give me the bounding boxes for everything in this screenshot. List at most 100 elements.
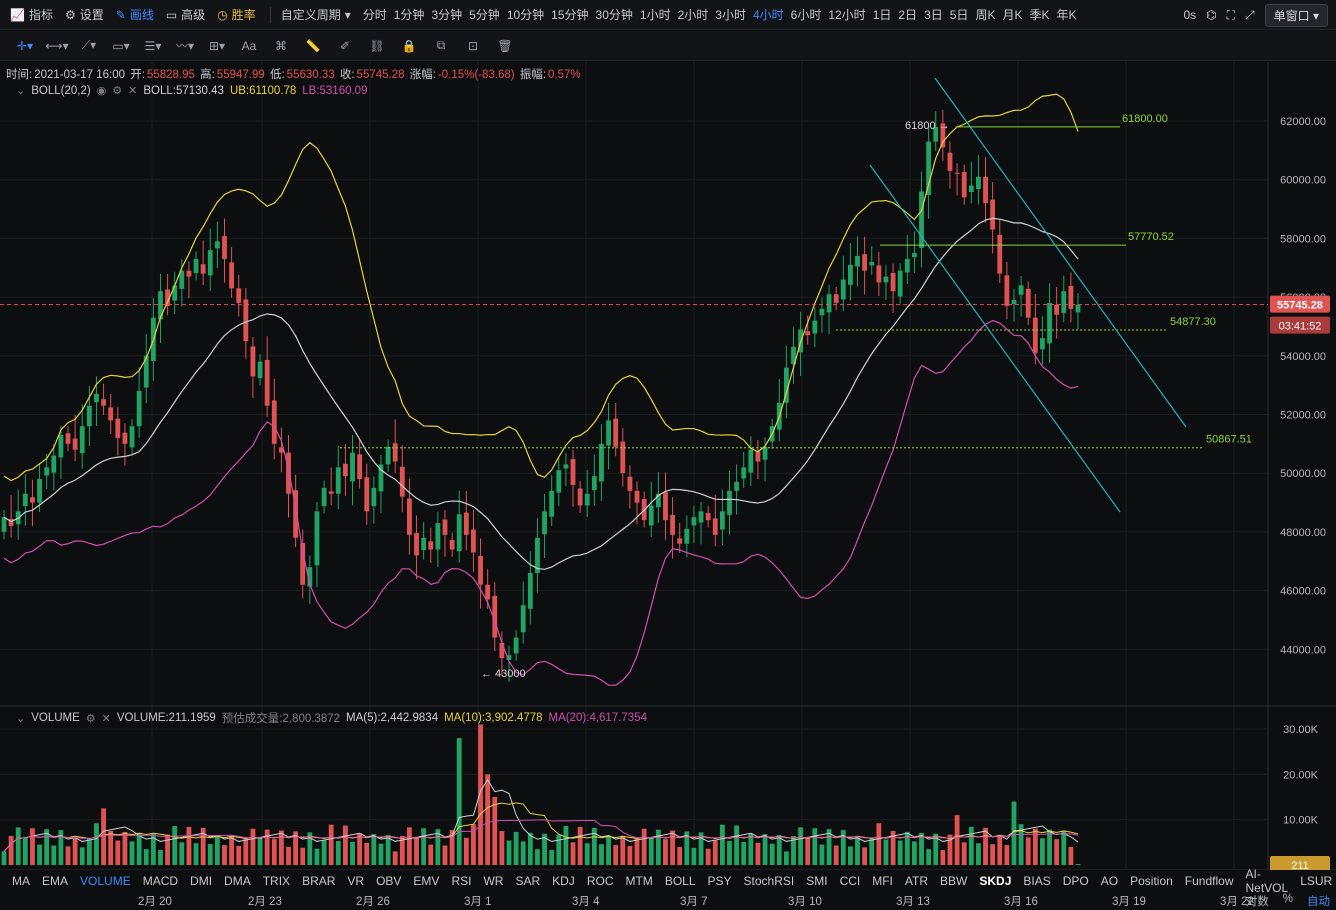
volume-bar xyxy=(1018,824,1024,865)
wave-icon[interactable]: 〰▾ xyxy=(175,39,195,53)
indicator-tab-stochrsi[interactable]: StochRSI xyxy=(743,874,795,888)
indicator-tab-ma[interactable]: MA xyxy=(12,874,30,888)
hide-icon[interactable]: ⊡ xyxy=(467,38,479,53)
period-2[interactable]: 3分钟 xyxy=(431,8,463,22)
period-1[interactable]: 1分钟 xyxy=(393,8,425,22)
indicator-tab-mfi[interactable]: MFI xyxy=(872,874,893,888)
close-icon[interactable]: ✕ xyxy=(101,712,111,725)
indicator-tab-roc[interactable]: ROC xyxy=(586,874,614,888)
indicator-tab-bias[interactable]: BIAS xyxy=(1023,874,1051,888)
period-19[interactable]: 季K xyxy=(1029,8,1050,22)
period-7[interactable]: 1小时 xyxy=(639,8,671,22)
period-16[interactable]: 5日 xyxy=(949,8,969,22)
volume-bar xyxy=(1004,845,1010,865)
window-mode-dropdown[interactable]: 单窗口 ▾ xyxy=(1264,3,1328,27)
candle-body xyxy=(705,513,711,521)
brush-icon[interactable]: ✐ xyxy=(339,38,351,53)
indicator-tab-kdj[interactable]: KDJ xyxy=(552,874,575,888)
indicator-tab-dma[interactable]: DMA xyxy=(224,874,251,888)
indicator-tab-brar[interactable]: BRAR xyxy=(302,874,336,888)
camera-icon[interactable]: ⌬ xyxy=(1206,8,1217,22)
indicator-tab-ai-netvol[interactable]: AI-NetVOL xyxy=(1245,867,1289,895)
custom-period-dropdown[interactable]: 自定义周期 ▾ xyxy=(280,7,351,23)
collapse-icon[interactable]: ⌄ xyxy=(16,712,26,725)
channel-line-lower[interactable] xyxy=(869,164,1121,513)
period-12[interactable]: 12小时 xyxy=(828,8,866,22)
link-icon[interactable]: ⛓ xyxy=(369,38,385,53)
period-5[interactable]: 15分钟 xyxy=(551,8,589,22)
log-scale-toggle[interactable]: 对数 xyxy=(1245,896,1269,908)
period-3[interactable]: 5分钟 xyxy=(469,8,500,22)
trendline-icon[interactable]: ⟋▾ xyxy=(81,38,97,52)
indicator-tab-smi[interactable]: SMI xyxy=(806,874,828,888)
lock-icon[interactable]: 🔒 xyxy=(401,38,417,53)
indicator-tab-atr[interactable]: ATR xyxy=(904,874,929,888)
period-list: 分时 1分钟 3分钟 5分钟 10分钟 15分钟 30分钟 1小时 2小时 3小时 4小时 6小时 12… xyxy=(363,6,1084,23)
indicator-tab-lsur[interactable]: LSUR xyxy=(1300,874,1333,888)
indicator-tab-volume[interactable]: VOLUME xyxy=(80,874,131,888)
period-15[interactable]: 3日 xyxy=(924,8,943,22)
measure-icon[interactable]: ⊞▾ xyxy=(208,38,226,53)
indicator-tab-mtm[interactable]: MTM xyxy=(625,874,653,888)
indicator-tab-rsi[interactable]: RSI xyxy=(451,874,472,888)
period-13[interactable]: 1日 xyxy=(872,8,892,22)
date-label: 2月 26 xyxy=(356,896,390,908)
winrate-button[interactable]: ◷ 胜率 xyxy=(217,7,256,23)
close-icon[interactable]: ✕ xyxy=(128,85,138,97)
indicator-tab-psy[interactable]: PSY xyxy=(707,874,732,888)
period-9[interactable]: 3小时 xyxy=(715,8,746,22)
draw-button[interactable]: ✎ 画线 xyxy=(115,7,154,23)
collapse-icon[interactable]: ⌄ xyxy=(16,85,26,97)
fullscreen-icon[interactable]: ⛶ xyxy=(1226,7,1236,22)
period-4[interactable]: 10分钟 xyxy=(506,8,545,22)
period-6[interactable]: 30分钟 xyxy=(595,8,633,22)
indicator-tab-ema[interactable]: EMA xyxy=(42,874,69,888)
indicator-tab-macd[interactable]: MACD xyxy=(142,874,179,888)
rectangle-icon[interactable]: ▭▾ xyxy=(112,38,130,53)
indicator-tab-skdj[interactable]: SKDJ xyxy=(979,874,1012,888)
text-icon[interactable]: Aa xyxy=(241,38,257,53)
auto-scale-toggle[interactable]: 自动 xyxy=(1307,896,1330,908)
copy-icon[interactable]: ⧉ xyxy=(436,38,446,52)
period-0[interactable]: 分时 xyxy=(362,8,387,22)
period-18[interactable]: 月K xyxy=(1002,8,1023,22)
indicator-tab-emv[interactable]: EMV xyxy=(413,874,440,888)
candle-body xyxy=(342,463,348,477)
period-8[interactable]: 2小时 xyxy=(677,8,709,22)
settings-button[interactable]: ⚙ 设置 xyxy=(64,7,104,23)
indicator-tab-vr[interactable]: VR xyxy=(347,874,365,888)
percent-toggle[interactable]: % xyxy=(1282,893,1293,905)
indicator-tab-bbw[interactable]: BBW xyxy=(940,874,968,888)
advanced-button[interactable]: ▭ 高级 xyxy=(165,7,206,23)
indicator-tab-wr[interactable]: WR xyxy=(483,874,504,888)
indicator-tab-fundflow[interactable]: Fundflow xyxy=(1184,874,1234,888)
channel-line-upper[interactable] xyxy=(934,77,1187,428)
ruler-icon[interactable]: 📏 xyxy=(305,38,321,53)
period-14[interactable]: 2日 xyxy=(898,8,918,22)
indicators-button[interactable]: 📈 指标 xyxy=(10,7,53,23)
period-11[interactable]: 6小时 xyxy=(790,8,822,22)
fib-icon[interactable]: ☰▾ xyxy=(144,38,162,53)
indicator-tab-sar[interactable]: SAR xyxy=(515,874,541,888)
gear-icon[interactable]: ⚙ xyxy=(112,85,123,97)
indicator-tab-dpo[interactable]: DPO xyxy=(1062,874,1089,888)
indicator-tab-obv[interactable]: OBV xyxy=(376,874,402,888)
indicator-tab-cci[interactable]: CCI xyxy=(839,874,861,888)
crosshair-icon[interactable]: ✛▾ xyxy=(16,38,34,53)
indicator-tab-position[interactable]: Position xyxy=(1130,874,1173,888)
horizontal-line-icon[interactable]: ⟷▾ xyxy=(45,38,69,53)
eye-icon[interactable]: ◉ xyxy=(96,85,107,97)
indicator-tab-dmi[interactable]: DMI xyxy=(190,874,213,888)
indicator-tab-ao[interactable]: AO xyxy=(1100,874,1119,888)
trash-icon[interactable]: 🗑 xyxy=(497,38,513,53)
period-10[interactable]: 4小时 xyxy=(752,8,784,22)
volume-bar xyxy=(229,836,235,865)
magnet-icon[interactable]: ⌘ xyxy=(275,38,287,53)
kline-chart[interactable]: 61800.00 57770.52 54877.30 50867.51 61800 → ←… xyxy=(0,62,1336,870)
indicator-tab-trix[interactable]: TRIX xyxy=(262,874,291,888)
period-20[interactable]: 年K xyxy=(1056,8,1077,22)
expand-icon[interactable]: ⤢ xyxy=(1245,7,1255,22)
indicator-tab-boll[interactable]: BOLL xyxy=(664,874,696,888)
period-17[interactable]: 周K xyxy=(975,8,996,22)
gear-icon[interactable]: ⚙ xyxy=(85,712,96,725)
